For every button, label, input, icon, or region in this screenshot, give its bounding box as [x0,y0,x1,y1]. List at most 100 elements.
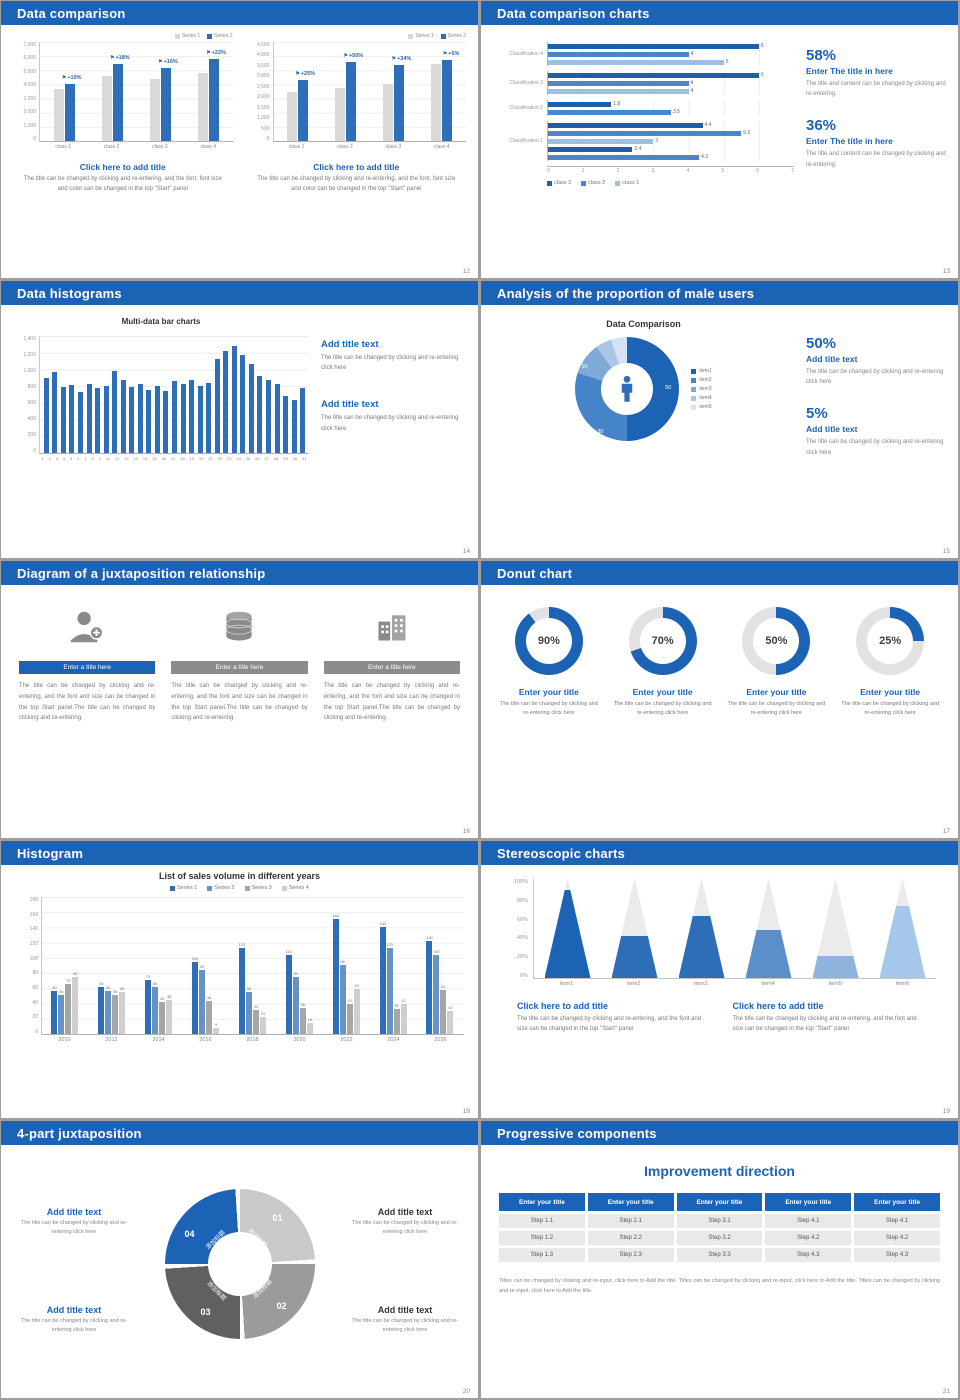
right-text-column: Add title text The title can be changed … [344,1159,466,1369]
value-label: 63 [354,982,359,988]
step-cell: Step 1.3 [499,1248,585,1262]
slide-12-data-comparison: Data comparison Series 1 Series 2 7,000 6… [1,1,478,278]
legend-swatch [281,885,287,891]
bar: 75 [145,974,152,1034]
legend-swatch [691,386,697,392]
chart-legend: class 3 class 2 class 1 [547,180,794,186]
value-label: 34 [253,1003,259,1009]
step-cell: Step 1.2 [499,1231,585,1245]
stat-text: The title can be changed by clicking and… [806,369,944,386]
cone-shape [812,878,859,978]
legend-item: item3 [691,386,712,392]
page-number: 19 [942,1108,950,1115]
page-number: 16 [462,828,470,835]
bar: 48 [166,994,173,1034]
legend-label: item5 [699,404,712,410]
value-label: 110 [433,949,440,955]
donut-block: 50% Enter your title The title can be ch… [725,607,829,719]
bar-group: +34% [383,50,411,141]
bar [137,384,143,453]
legend-item: Series 1 [174,33,200,39]
block-text: The title can be changed by clicking and… [727,701,826,717]
page-number: 12 [462,268,470,275]
x-tick-label: class 3 [152,144,168,150]
bar [77,391,83,453]
stats-panel: 58% Enter The title in here The title an… [794,33,946,186]
bar: 130 [426,935,433,1034]
bar [548,80,689,86]
title-bar: Enter a title here [19,661,156,674]
block-text: The title can be changed by clicking and… [841,701,940,717]
bar: 45 [159,996,166,1034]
grouped-bar-chart: 180 160 140 120 100 80 60 40 20 0 60 55 70 80 65 60 55 58… [15,897,464,1043]
x-tick-label: 18 [180,456,185,461]
bar-group: 120 58 34 24 [239,905,267,1034]
stat-block: 5% Add title text The title can be chang… [806,405,946,457]
text-block: Add title text The title can be changed … [344,1305,466,1336]
slide-title-bar: Analysis of the proportion of male users [481,281,958,305]
column-chart: 7,0006,0005,0004,0003,0002,0001,0000+10%… [13,42,233,150]
bar-group: 60 55 70 80 [51,905,79,1034]
slide-17-donut-chart: Donut chart 90% Enter your title The tit… [481,561,958,838]
y-tick-label: 180 [29,897,38,903]
cone-fill [544,890,591,978]
slide-body: Improvement direction Enter your title St… [481,1145,958,1297]
y-tick-label: 400 [27,416,36,422]
step-column: Enter your title Step 4.1 Step 4.2 Step 4.3 [854,1193,940,1262]
y-tick-label: 80 [32,970,38,977]
value-label: 9 [214,1021,218,1027]
legend-swatch [207,33,213,39]
legend-swatch [691,377,697,383]
y-tick-label: 20 [32,1014,38,1021]
slide-body: Series 1 Series 2 7,000 6,000 5,000 4,000 3,… [1,25,478,194]
slide-13-data-comparison-charts: Data comparison charts Classification 4 6… [481,1,958,278]
stat-percentage: 5% [806,405,828,423]
legend-item: Series 1 [170,885,197,891]
cone-shape [678,878,725,978]
bar: 150 [379,921,386,1034]
segmented-ring: 01 02 03 04 添加标题 添加标题 添加标题 添加标题 [164,1189,315,1339]
value-label: 4.3 [701,154,709,160]
x-tick-label: 2018 [246,1037,259,1043]
value-label: 80 [293,970,299,976]
x-tick-label: 6 [756,168,760,174]
y-tick-label: 0 [33,448,36,454]
slide-title-bar: Data comparison charts [481,1,958,25]
bar: 58 [245,986,252,1034]
bar-group: +22% [197,50,226,141]
legend-item: Series 4 [281,885,309,891]
x-tick-label: 2026 [434,1037,447,1043]
legend-label: Series 1 [177,885,198,891]
bar: 46 [206,995,213,1034]
y-axis: 100% 80% 60% 40% 20% 0% [503,879,533,979]
legend-item: class 1 [615,180,639,186]
legend-swatch [244,885,250,891]
x-tick-label: class 1 [55,144,71,150]
text-block: Add title text The title can be changed … [13,1305,135,1336]
growth-label: +18% [110,55,129,61]
x-tick-label: 10 [105,456,111,461]
bar: 55 [112,989,119,1034]
bar [146,390,152,453]
bar [548,109,671,115]
text-block: Add title text The title can be changed … [321,339,466,373]
x-tick-label: 26 [255,456,260,461]
bar-group: 6 4 4 [547,71,794,95]
y-tick-label: 0 [35,1028,38,1035]
bar-group: 150 120 35 42 [379,905,408,1034]
item-label: item2 [627,981,641,987]
step-cell: Step 2.1 [587,1214,674,1228]
x-tick-label: 8 [91,456,94,461]
bar: 32 [447,1005,454,1034]
y-tick-label: 1,000 [23,122,36,129]
series1-bar [149,78,160,141]
block-title: Add title text [377,1304,433,1315]
bar-line: 4 [548,80,794,86]
hbar-row: Classification 2 1.8 3.5 [493,100,794,116]
slide-title: Data comparison [17,5,126,21]
chart-block-right: Series 1 Series 2 4,500 4,000 3,500 3,000 2,… [247,33,466,194]
value-label: 6 [760,72,764,78]
x-tick-label: 2014 [152,1037,165,1043]
y-tick-label: 0% [520,972,528,979]
